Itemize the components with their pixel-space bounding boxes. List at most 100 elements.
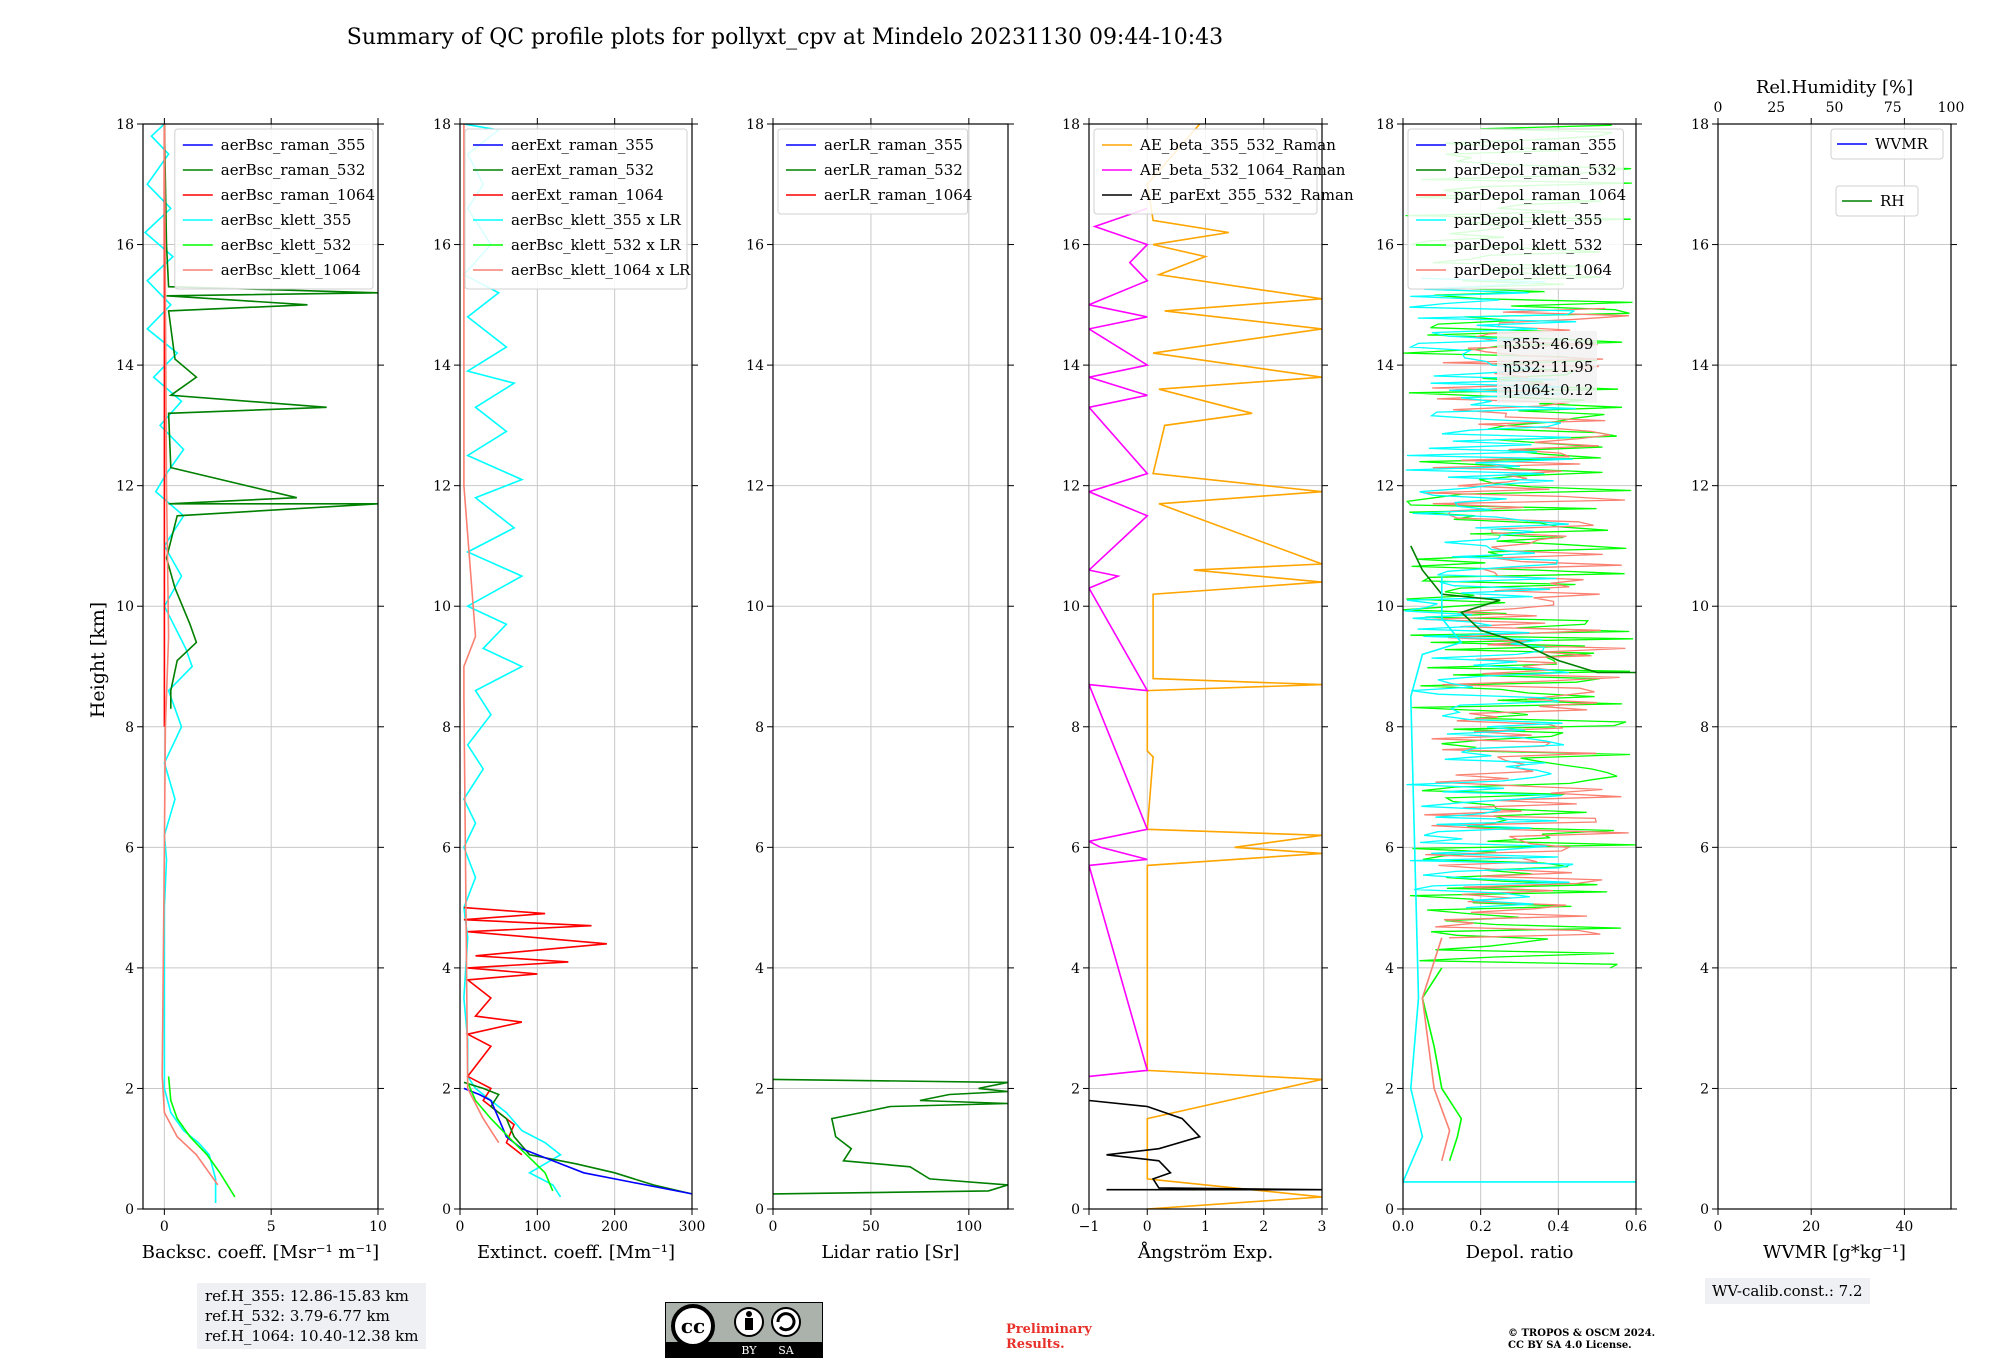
series-aerBsc_klett_532 x LR xyxy=(466,1082,554,1192)
legend-box xyxy=(1830,128,1944,160)
legend: parDepol_raman_355 parDepol_raman_532 parD… xyxy=(1407,128,1626,290)
copyright-note: © TROPOS & OSCM 2024. CC BY SA 4.0 Licen… xyxy=(1508,1328,1655,1352)
x-tick-label: 50 xyxy=(862,1219,880,1235)
legend-label: aerExt_raman_532 xyxy=(511,161,654,179)
y-tick-label: 18 xyxy=(1691,117,1709,133)
legend-label: aerExt_raman_355 xyxy=(511,136,654,154)
y-tick-label: 12 xyxy=(116,479,134,495)
y-tick-label: 16 xyxy=(1691,238,1709,254)
legend: aerExt_raman_355 aerExt_raman_532 aerExt_r… xyxy=(464,128,691,290)
chart-panel-3: 0 2 4 6 8 10 12 14 16 18 0 50 100 Lidar ratio [Sr] aer… xyxy=(746,117,1014,1263)
legend-label: parDepol_klett_1064 xyxy=(1454,261,1612,279)
y-tick-label: 12 xyxy=(1376,479,1394,495)
y-tick-label: 4 xyxy=(1385,961,1394,977)
legend-label: parDepol_raman_355 xyxy=(1454,136,1617,154)
legend-label: AE_parExt_355_532_Raman xyxy=(1139,186,1354,204)
y-axis-label: Height [km] xyxy=(87,602,109,718)
legend-label: AE_beta_355_532_Raman xyxy=(1139,136,1336,154)
eta-box xyxy=(1497,331,1597,403)
legend-label: aerLR_raman_532 xyxy=(824,161,963,179)
legend-label: AE_beta_532_1064_Raman xyxy=(1139,161,1346,179)
x-tick-label: 1 xyxy=(1201,1219,1210,1235)
y-tick-label: 18 xyxy=(116,117,134,133)
y-tick-label: 18 xyxy=(746,117,764,133)
series-aerBsc_klett_1064 xyxy=(161,124,219,1186)
legend-label: aerLR_raman_1064 xyxy=(824,186,972,204)
y-tick-label: 12 xyxy=(746,479,764,495)
eta-label: η1064: 0.12 xyxy=(1503,381,1593,399)
y-tick-label: 0 xyxy=(1071,1202,1080,1218)
legend-box xyxy=(777,128,969,215)
x-axis-label: Lidar ratio [Sr] xyxy=(821,1242,959,1263)
y-tick-label: 14 xyxy=(433,358,451,374)
x-tick-label: 0.0 xyxy=(1392,1219,1414,1235)
legend-label: aerBsc_klett_1064 x LR xyxy=(511,261,691,279)
legend-label: aerBsc_raman_532 xyxy=(221,161,366,179)
legend-label: aerBsc_raman_1064 xyxy=(221,186,375,204)
cc-icon-label: cc xyxy=(681,1314,705,1338)
chart-panel-6: 0 2 4 6 8 10 12 14 16 18 0 20 40 WVMR [g*kg⁻¹] 0 25 50 75… xyxy=(1691,77,1964,1263)
legend: AE_beta_355_532_Raman AE_beta_532_1064_Ra… xyxy=(1093,128,1354,215)
x-tick-label: 0 xyxy=(456,1219,465,1235)
series-aerExt_raman_1064 xyxy=(463,906,607,1156)
legend-box xyxy=(464,128,688,290)
x-tick-label: 0.4 xyxy=(1547,1219,1569,1235)
series-AE_parExt_355_532_Raman xyxy=(1089,1099,1322,1191)
series-parDepol_klett_1064 xyxy=(1421,937,1451,1162)
y-tick-label: 10 xyxy=(116,599,134,615)
y-tick-label: 2 xyxy=(755,1081,764,1097)
axes-frame xyxy=(1717,123,1952,1210)
y-tick-label: 8 xyxy=(125,720,134,736)
top-axis-label: Rel.Humidity [%] xyxy=(1756,77,1913,98)
top-tick-label: 100 xyxy=(1938,100,1965,116)
y-tick-label: 2 xyxy=(1700,1081,1709,1097)
legend-label: aerBsc_raman_355 xyxy=(221,136,366,154)
y-tick-label: 2 xyxy=(125,1081,134,1097)
y-tick-label: 10 xyxy=(1062,599,1080,615)
y-tick-label: 10 xyxy=(1691,599,1709,615)
axes-frame xyxy=(142,123,379,1210)
y-tick-label: 2 xyxy=(1071,1081,1080,1097)
plot-area xyxy=(1089,124,1322,1209)
chart-panel-1: 0 2 4 6 8 10 12 14 16 18 0 5 10 Backsc. coeff. [Msr⁻¹… xyxy=(116,117,387,1263)
x-tick-label: 3 xyxy=(1318,1219,1327,1235)
series-aerExt_raman_532 xyxy=(463,1081,692,1195)
axes-frame xyxy=(459,123,693,1210)
y-tick-label: 14 xyxy=(1062,358,1080,374)
y-tick-label: 4 xyxy=(1071,961,1080,977)
y-tick-label: 14 xyxy=(1691,358,1709,374)
series-aerBsc_klett_1064 x LR xyxy=(463,124,500,1144)
x-tick-label: 100 xyxy=(955,1219,982,1235)
cc-icon xyxy=(671,1304,715,1348)
y-tick-label: 10 xyxy=(746,599,764,615)
y-tick-label: 0 xyxy=(442,1202,451,1218)
plot-area xyxy=(462,124,692,1198)
y-tick-label: 6 xyxy=(1385,840,1394,856)
legend-label: aerBsc_klett_355 x LR xyxy=(511,211,682,229)
noise-band-cyan xyxy=(1404,277,1577,909)
top-tick-label: 50 xyxy=(1826,100,1844,116)
y-tick-label: 0 xyxy=(1700,1202,1709,1218)
y-tick-label: 16 xyxy=(1376,238,1394,254)
x-axis-label: Depol. ratio xyxy=(1466,1242,1574,1263)
y-tick-label: 6 xyxy=(442,840,451,856)
legend-label: parDepol_raman_1064 xyxy=(1454,186,1626,204)
x-tick-label: 10 xyxy=(369,1219,387,1235)
noise-band-salmon xyxy=(1422,307,1629,939)
series-aerBsc_klett_355 xyxy=(143,124,217,1203)
eta-label: η355: 46.69 xyxy=(1503,335,1593,353)
series-AE_beta_532_1064_Raman xyxy=(1089,207,1150,1078)
y-tick-label: 6 xyxy=(755,840,764,856)
y-tick-label: 8 xyxy=(442,720,451,736)
series-parDepol_raman_532 xyxy=(1410,545,1636,674)
x-tick-label: 2 xyxy=(1259,1219,1268,1235)
y-tick-label: 6 xyxy=(125,840,134,856)
figure-title: Summary of QC profile plots for pollyxt_… xyxy=(347,25,1223,50)
copyright-line-1: © TROPOS & OSCM 2024. xyxy=(1508,1328,1656,1339)
x-tick-label: 0 xyxy=(769,1219,778,1235)
top-tick-label: 75 xyxy=(1884,100,1902,116)
series-aerBsc_klett_355 x LR xyxy=(462,124,562,1198)
legend-box xyxy=(174,128,374,290)
